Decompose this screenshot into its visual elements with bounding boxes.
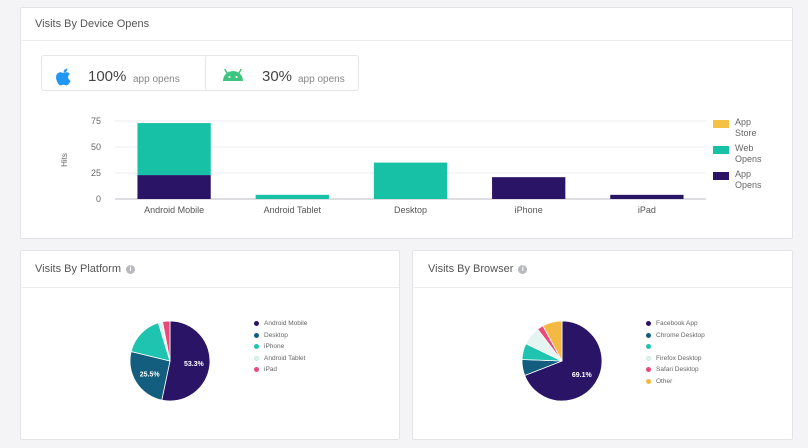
ios-app-opens-value: 100%: [88, 68, 127, 85]
panel-title: Visits By Device Opens: [35, 18, 150, 30]
bar-web-opens: [137, 123, 211, 176]
panel-title: Visits By Platform i: [35, 263, 135, 275]
bar-web-opens: [255, 194, 329, 199]
x-tick-label: iPhone: [515, 205, 543, 215]
ios-app-opens-label: app opens: [133, 74, 180, 85]
pie-slice: [129, 351, 171, 401]
platform-pie-chart: 53.3% 25.5%: [129, 320, 211, 402]
legend-label: Safari Desktop: [656, 366, 699, 373]
device-opens-panel: Visits By Device Opens 100% app opens 30…: [20, 7, 793, 239]
browser-pie-chart: 69.1%: [521, 320, 603, 402]
pie-legend-item[interactable]: Firefox Desktop: [646, 353, 705, 365]
legend-item-web-opens[interactable]: Web Opens: [713, 143, 773, 165]
legend-item-app-store[interactable]: App Store: [713, 117, 773, 139]
device-opens-bar-chart: 0 25 50 75 Hits Android Mobile Android Tablet D…: [60, 116, 706, 215]
ios-app-opens-card: 100% app opens: [41, 55, 214, 91]
legend-label: Other: [656, 377, 673, 385]
legend-dot: [254, 367, 259, 372]
pie-legend-item[interactable]: Android Tablet: [254, 353, 307, 365]
pie-legend-item[interactable]: iPhone: [254, 341, 307, 353]
pie-legend-item[interactable]: Desktop: [254, 330, 307, 342]
info-icon[interactable]: i: [126, 265, 135, 274]
pie-legend-item[interactable]: [646, 341, 705, 353]
legend-dot: [254, 355, 259, 361]
pie-data-label: 69.1%: [572, 372, 593, 379]
android-app-opens-label: app opens: [298, 74, 345, 85]
android-app-opens-card: 30% app opens: [205, 55, 359, 91]
legend-label: Android Mobile: [264, 320, 308, 327]
panel-divider: [413, 287, 792, 288]
legend-label: Desktop: [264, 331, 288, 339]
y-tick-label: 75: [91, 116, 101, 126]
panel-title: Visits By Browser i: [428, 263, 528, 275]
legend-swatch: [713, 120, 729, 128]
pie-legend-item[interactable]: Chrome Desktop: [646, 330, 705, 342]
x-tick-label: Android Mobile: [144, 205, 204, 215]
pie-legend-item[interactable]: Facebook App: [646, 318, 705, 330]
pie-legend-item[interactable]: Safari Desktop: [646, 364, 705, 376]
x-tick-label: Desktop: [394, 205, 427, 215]
info-icon[interactable]: i: [518, 265, 528, 274]
platform-pie-legend: Android Mobile Desktop iPhone Android Table…: [254, 318, 307, 376]
legend-dot: [646, 332, 651, 338]
legend-swatch: [713, 172, 729, 180]
pie-slice: [524, 320, 603, 402]
legend-dot: [646, 367, 651, 372]
legend-dot: [646, 378, 651, 384]
browser-pie-legend: Facebook App Chrome Desktop Firefox Deskto…: [646, 318, 705, 387]
browser-panel: Visits By Browser i 69.1% Facebook App Chr…: [412, 250, 793, 440]
pie-data-label: 25.5%: [140, 371, 161, 378]
legend-label: App Store: [735, 117, 757, 138]
pie-legend-item[interactable]: Android Mobile: [254, 318, 307, 330]
y-axis-label: Hits: [60, 153, 69, 167]
legend-label: Android Tablet: [264, 354, 306, 362]
legend-label: iPad: [264, 366, 278, 373]
y-tick-label: 50: [91, 142, 101, 152]
legend-label: App Opens: [735, 169, 762, 190]
x-tick-label: Android Tablet: [264, 205, 322, 215]
apple-icon: [56, 68, 72, 91]
legend-swatch: [713, 146, 729, 154]
panel-divider: [21, 40, 792, 41]
android-icon: [222, 68, 244, 87]
y-tick-label: 0: [96, 194, 101, 204]
panel-divider: [21, 287, 399, 288]
legend-dot: [646, 355, 651, 361]
panel-title-text: Visits By Browser: [428, 263, 514, 275]
pie-slice: [161, 320, 211, 402]
legend-label: Web Opens: [735, 143, 762, 164]
legend-dot: [254, 332, 259, 338]
x-tick-label: iPad: [638, 205, 656, 215]
legend-dot: [254, 344, 259, 349]
platform-panel: Visits By Platform i 53.3% 25.5% Android M…: [20, 250, 400, 440]
pie-slice: [542, 320, 563, 362]
bar-web-opens: [373, 162, 448, 199]
pie-legend-item[interactable]: Other: [646, 376, 705, 388]
legend-label: Chrome Desktop: [656, 331, 705, 339]
legend-label: Firefox Desktop: [656, 354, 702, 362]
legend-label: iPhone: [264, 343, 285, 350]
pie-slice: [162, 320, 171, 362]
legend-dot: [646, 321, 651, 326]
android-app-opens-value: 30%: [262, 68, 293, 85]
y-tick-label: 25: [91, 168, 101, 178]
legend-label: Facebook App: [656, 320, 698, 327]
legend-item-app-opens[interactable]: App Opens: [713, 169, 773, 191]
panel-title-text: Visits By Platform: [35, 263, 121, 275]
bar-app-opens: [610, 194, 684, 199]
bar-app-opens: [137, 175, 211, 199]
legend-dot: [254, 321, 259, 326]
bar-app-opens: [492, 177, 566, 199]
pie-data-label: 53.3%: [184, 361, 205, 368]
pie-legend-item[interactable]: iPad: [254, 364, 307, 376]
legend-dot: [646, 344, 651, 349]
